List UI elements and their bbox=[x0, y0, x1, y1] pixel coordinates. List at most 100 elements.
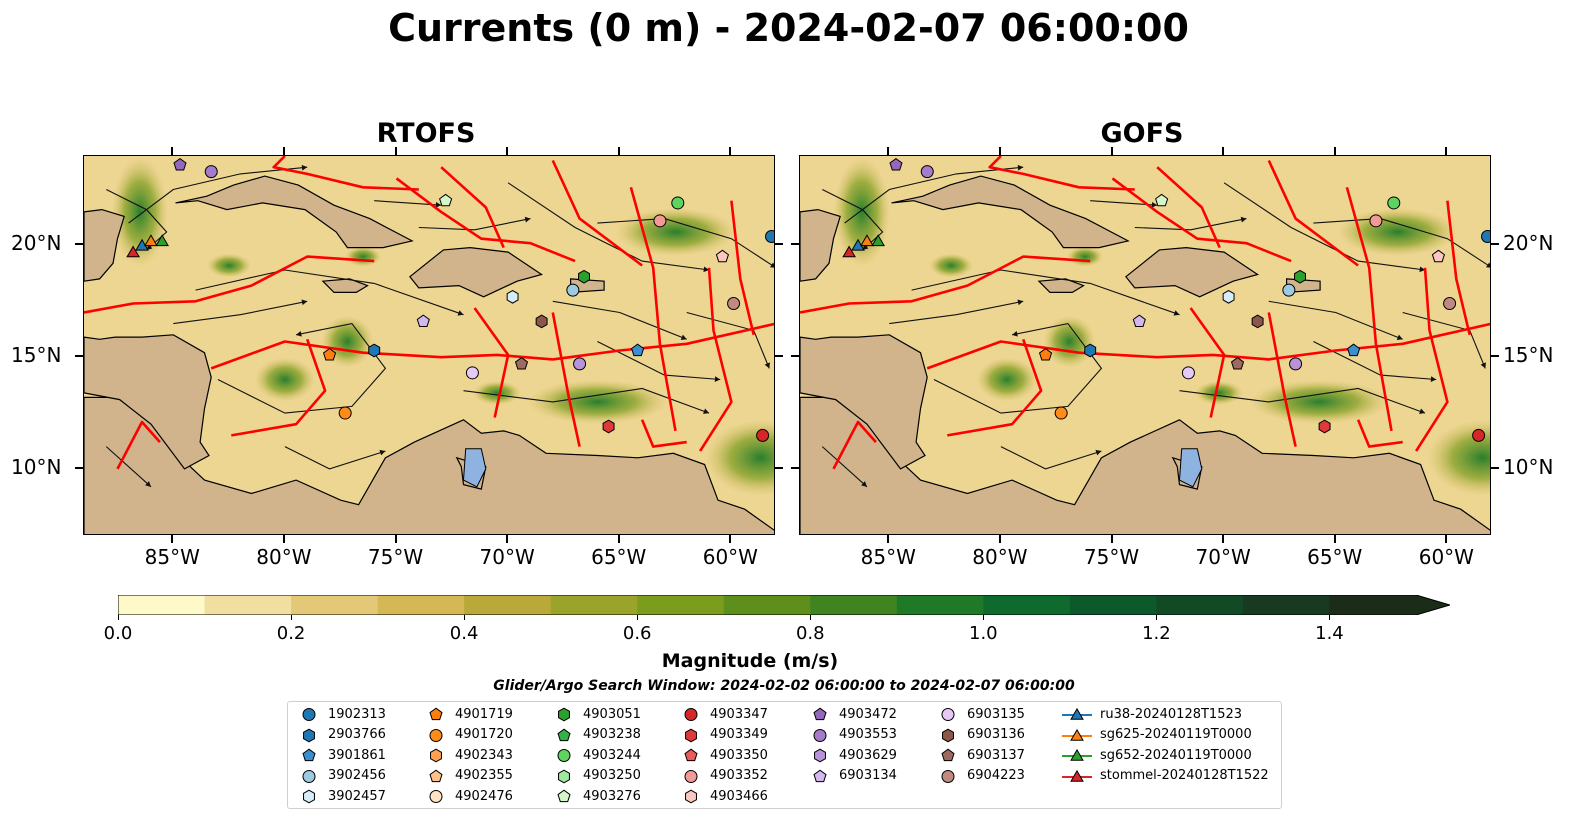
x-tick-mark bbox=[506, 147, 509, 155]
eez-boundary bbox=[210, 322, 774, 370]
legend-item: ru38-20240128T1523 bbox=[1062, 704, 1242, 724]
legend-marker-icon bbox=[941, 708, 955, 721]
land-mass bbox=[409, 246, 544, 298]
colorbar-segment bbox=[723, 595, 811, 615]
eez-boundary bbox=[395, 177, 576, 263]
eez-boundary bbox=[730, 200, 755, 336]
legend-label: 4903629 bbox=[839, 747, 897, 763]
platform-marker bbox=[1472, 428, 1486, 442]
y-tick-label: 10°N bbox=[1503, 454, 1554, 479]
colorbar-tick-mark bbox=[290, 615, 292, 620]
current-magnitude-patch bbox=[345, 246, 382, 267]
platform-marker bbox=[578, 269, 590, 284]
legend-label: 4903352 bbox=[710, 768, 768, 783]
current-magnitude-patch bbox=[207, 253, 252, 278]
eez-boundary bbox=[116, 420, 161, 470]
legend-marker-icon bbox=[685, 728, 697, 742]
streamline bbox=[1223, 182, 1426, 271]
legend-marker-icon bbox=[1062, 728, 1092, 741]
colorbar-tick-label: 1.0 bbox=[969, 623, 998, 644]
eez-boundary bbox=[947, 338, 1043, 437]
colorbar-tick-mark bbox=[982, 615, 984, 620]
colorbar-tick-mark bbox=[809, 615, 811, 620]
eez-boundary bbox=[640, 419, 687, 448]
eez-boundary bbox=[473, 307, 510, 418]
streamline-arrow bbox=[1486, 262, 1490, 268]
legend-label: 4903276 bbox=[583, 788, 641, 804]
platform-marker bbox=[727, 297, 741, 311]
legend-label: 4902343 bbox=[455, 747, 513, 763]
eez-boundary bbox=[551, 159, 643, 267]
platform-marker bbox=[1230, 356, 1245, 370]
platform-marker bbox=[871, 234, 885, 247]
x-tick-mark bbox=[282, 147, 285, 155]
streamline bbox=[911, 269, 1180, 316]
land-mass bbox=[800, 334, 928, 470]
colorbar-segment bbox=[464, 595, 552, 615]
x-tick-label: 70°W bbox=[1195, 545, 1251, 569]
y-tick-label: 15°N bbox=[1503, 343, 1554, 368]
streamline bbox=[889, 300, 1024, 325]
streamline bbox=[597, 218, 774, 268]
streamline bbox=[173, 300, 308, 325]
eez-boundary bbox=[1156, 166, 1221, 249]
eez-boundary bbox=[699, 267, 733, 452]
legend-marker-icon bbox=[557, 749, 571, 762]
platform-marker bbox=[439, 193, 453, 207]
x-tick-mark bbox=[171, 535, 174, 543]
legend-marker-icon bbox=[942, 728, 954, 742]
streamline bbox=[1268, 300, 1403, 340]
x-tick-mark bbox=[394, 147, 397, 155]
land-mass bbox=[800, 208, 841, 282]
eez-boundary bbox=[1446, 200, 1471, 336]
platform-marker bbox=[1155, 193, 1169, 207]
streamline bbox=[552, 300, 687, 340]
y-tick-mark bbox=[775, 466, 783, 469]
x-tick-mark bbox=[1110, 147, 1113, 155]
x-tick-mark bbox=[394, 535, 397, 543]
colorbar-segment bbox=[1156, 595, 1244, 615]
legend-label: 3901861 bbox=[328, 747, 386, 763]
map-panel-gofs bbox=[799, 155, 1491, 535]
legend-marker-icon bbox=[430, 748, 442, 763]
streamline-arrow bbox=[703, 408, 710, 414]
eez-boundary bbox=[440, 166, 505, 249]
legend-item: stommel-20240128T1522 bbox=[1062, 766, 1269, 786]
colorbar-segment bbox=[1242, 595, 1330, 615]
legend: 1902313 2903766 3901861 3902456 3902457 49017… bbox=[287, 701, 1282, 809]
x-tick-label: 60°W bbox=[1418, 545, 1474, 569]
legend-item: 6903135 bbox=[937, 704, 1025, 724]
platform-marker bbox=[566, 283, 580, 297]
platform-marker bbox=[1132, 314, 1146, 328]
land-mass bbox=[891, 175, 1130, 249]
y-tick-mark bbox=[775, 355, 783, 358]
platform-marker bbox=[204, 165, 218, 179]
x-tick-mark bbox=[729, 535, 732, 543]
legend-item: sg652-20240119T0000 bbox=[1062, 745, 1252, 765]
map-panel-rtofs bbox=[83, 155, 775, 535]
eez-boundary bbox=[551, 312, 581, 447]
x-tick-mark bbox=[506, 535, 509, 543]
legend-marker-icon bbox=[303, 789, 315, 804]
map-svg bbox=[84, 156, 774, 534]
panel-title-gofs: GOFS bbox=[1100, 118, 1184, 149]
y-tick-mark bbox=[75, 466, 83, 469]
colorbar-segment bbox=[118, 595, 206, 615]
colorbar-title: Magnitude (m/s) bbox=[661, 650, 839, 672]
streamline-arrow bbox=[1173, 310, 1180, 316]
legend-item: 4901720 bbox=[425, 725, 513, 745]
platform-marker bbox=[1038, 348, 1053, 361]
x-tick-label: 80°W bbox=[972, 545, 1028, 569]
colorbar-outline bbox=[118, 595, 1450, 615]
colorbar-segment bbox=[550, 595, 638, 615]
platform-marker bbox=[338, 406, 352, 420]
platform-marker bbox=[1481, 229, 1490, 243]
eez-boundary bbox=[231, 338, 327, 437]
current-magnitude-patch bbox=[976, 357, 1037, 402]
current-magnitude-patch bbox=[527, 379, 668, 424]
streamline-arrow bbox=[1151, 201, 1158, 208]
eez-boundary bbox=[832, 420, 877, 470]
colorbar-tick-label: 0.8 bbox=[795, 623, 825, 644]
platform-marker bbox=[920, 165, 934, 179]
legend-item: 1902313 bbox=[298, 704, 386, 724]
